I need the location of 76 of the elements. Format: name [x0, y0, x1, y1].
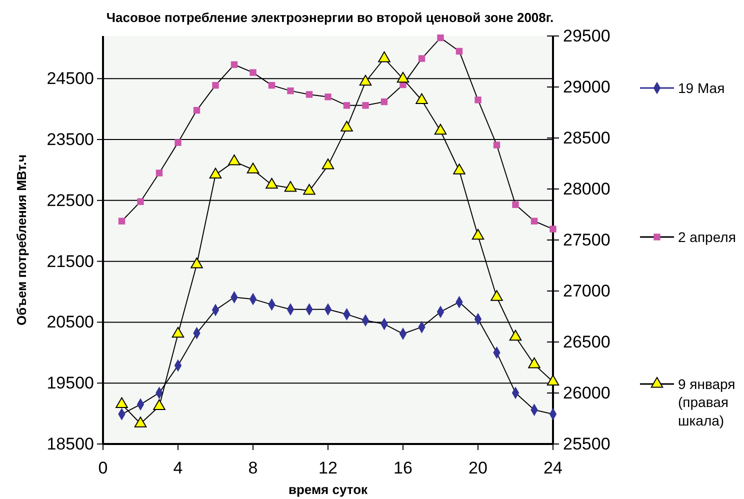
point: [137, 198, 144, 205]
point: [512, 201, 519, 208]
point: [378, 51, 390, 62]
y-tick-label: 23500: [46, 130, 94, 149]
point: [306, 91, 313, 98]
y2-tick-label: 27500: [563, 230, 610, 250]
point: [246, 162, 260, 174]
point: [528, 357, 540, 368]
x-tick-label: 0: [98, 458, 108, 478]
point: [456, 48, 463, 55]
legend-label: 2 апреля: [678, 229, 736, 245]
y-axis-title: Объем потребления МВт.ч: [14, 154, 29, 326]
y-tick-label: 20500: [46, 312, 94, 332]
legend-label: 19 Мая: [678, 80, 725, 96]
point: [172, 326, 184, 338]
y2-tick-label: 25500: [563, 434, 610, 454]
point: [284, 180, 297, 192]
point: [303, 184, 316, 195]
point: [230, 61, 238, 68]
y2-tick-label: 28500: [563, 128, 610, 148]
x-tick-label: 12: [318, 458, 338, 478]
point: [530, 218, 538, 224]
point: [153, 399, 166, 410]
y2-tick-label: 29000: [563, 77, 610, 96]
point: [134, 416, 147, 428]
point: [362, 102, 369, 109]
point: [546, 374, 560, 386]
point: [340, 120, 353, 132]
point: [266, 178, 278, 189]
point: [250, 69, 256, 76]
point: [490, 290, 503, 301]
y-tick-label: 21500: [46, 252, 94, 271]
y-tick-label: 22500: [46, 190, 94, 210]
x-axis-title: время суток: [288, 482, 368, 497]
point: [287, 87, 294, 94]
point: [268, 82, 276, 89]
point: [322, 158, 334, 170]
point: [343, 102, 350, 109]
point: [193, 106, 200, 114]
x-tick-label: 24: [544, 458, 562, 478]
point: [472, 228, 484, 240]
point: [493, 142, 500, 148]
point: [359, 74, 372, 86]
chart-title: Часовое потребление электроэнергии во второй ценовой зоне 2008г.: [106, 10, 554, 25]
point: [509, 330, 522, 341]
y2-tick-label: 27000: [563, 281, 610, 300]
point: [324, 94, 332, 100]
point: [434, 124, 447, 135]
point: [190, 257, 203, 268]
y2-tick-label: 26000: [563, 383, 610, 402]
point: [174, 139, 182, 146]
point: [437, 34, 444, 42]
y-tick-label: 24500: [46, 69, 94, 88]
x-tick-label: 16: [394, 458, 412, 478]
point: [418, 55, 426, 62]
point: [116, 397, 128, 408]
point: [416, 93, 428, 104]
point: [396, 72, 410, 83]
point: [550, 226, 556, 232]
point: [453, 164, 466, 174]
legend-label: 9 января (правая шкала): [678, 376, 736, 428]
y2-tick-label: 28000: [563, 179, 610, 198]
point: [228, 154, 240, 166]
point: [118, 218, 126, 224]
x-tick-label: 4: [173, 458, 183, 478]
y2-tick-label: 26500: [563, 332, 610, 352]
point: [156, 170, 163, 176]
y-tick-label: 18500: [46, 434, 94, 454]
x-tick-label: 8: [248, 458, 258, 478]
point: [212, 82, 219, 89]
y2-tick-label: 29500: [563, 26, 610, 46]
point: [209, 168, 222, 178]
x-tick-label: 20: [468, 458, 488, 478]
y-tick-label: 19500: [46, 374, 94, 393]
point: [380, 98, 388, 106]
point: [474, 96, 482, 104]
